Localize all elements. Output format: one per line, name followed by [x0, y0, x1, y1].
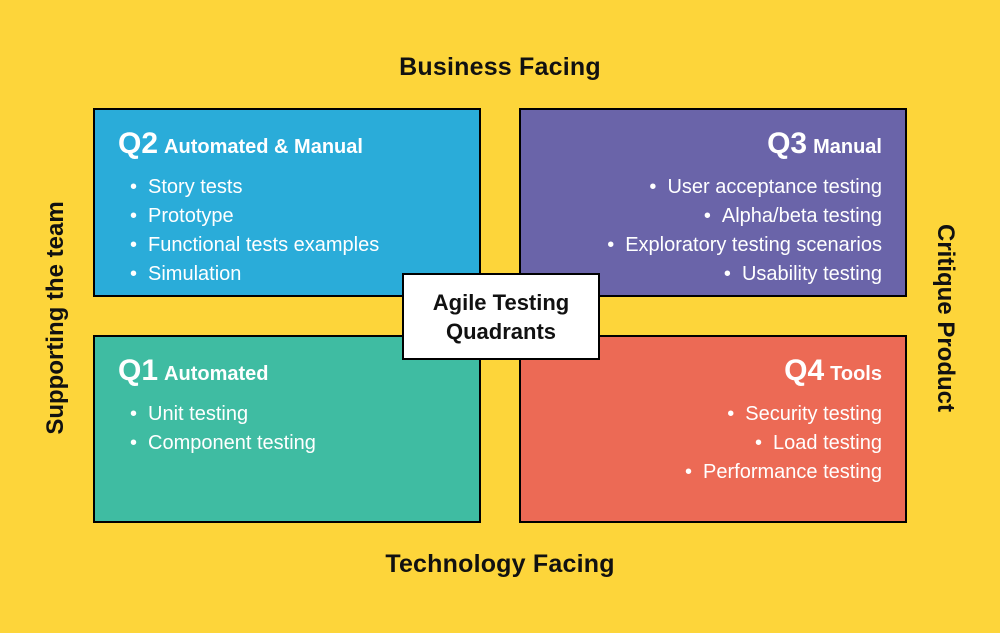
diagram-title-box: Agile Testing Quadrants [402, 273, 600, 360]
list-item: Performance testing [544, 458, 882, 487]
quadrant-subtitle: Automated & Manual [164, 136, 363, 158]
quadrant-items: Security testing Load testing Performanc… [544, 400, 882, 487]
quadrant-id: Q3 [767, 127, 808, 160]
list-item: Simulation [130, 260, 456, 289]
axis-label-supporting-the-team: Supporting the team [42, 201, 69, 435]
list-item: Load testing [544, 429, 882, 458]
quadrant-id: Q2 [118, 127, 159, 160]
diagram-title: Agile Testing Quadrants [432, 289, 570, 344]
list-item: Prototype [130, 202, 456, 231]
quadrant-id: Q4 [784, 354, 825, 387]
quadrant-subtitle: Automated [164, 363, 269, 385]
list-item: Alpha/beta testing [544, 202, 882, 231]
axis-label-business-facing: Business Facing [399, 53, 601, 81]
list-item: Component testing [130, 429, 456, 458]
quadrant-title: Q1 Automated [118, 354, 456, 393]
list-item: Exploratory testing scenarios [544, 231, 882, 260]
quadrant-title: Q4 Tools [544, 354, 882, 393]
quadrant-items: Story tests Prototype Functional tests e… [118, 173, 456, 289]
quadrant-items: User acceptance testing Alpha/beta testi… [544, 173, 882, 289]
quadrant-id: Q1 [118, 354, 159, 387]
axis-label-technology-facing: Technology Facing [385, 550, 615, 578]
list-item: User acceptance testing [544, 173, 882, 202]
quadrant-subtitle: Manual [813, 136, 882, 158]
quadrant-subtitle: Tools [830, 363, 882, 385]
list-item: Security testing [544, 400, 882, 429]
list-item: Usability testing [544, 260, 882, 289]
list-item: Functional tests examples [130, 231, 456, 260]
quadrant-title: Q2 Automated & Manual [118, 127, 456, 166]
quadrant-title: Q3 Manual [544, 127, 882, 166]
list-item: Story tests [130, 173, 456, 202]
list-item: Unit testing [130, 400, 456, 429]
quadrant-items: Unit testing Component testing [118, 400, 456, 458]
axis-label-critique-product: Critique Product [932, 223, 959, 412]
